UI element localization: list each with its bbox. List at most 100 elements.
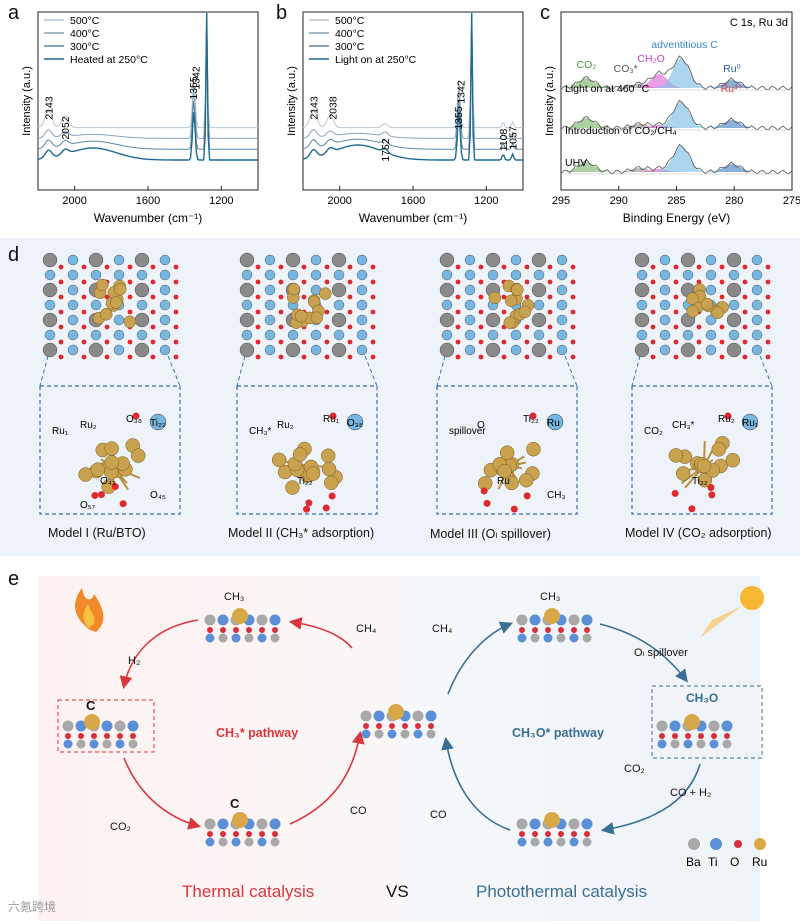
- ru-atom: [388, 704, 404, 720]
- o-atom: [719, 279, 725, 285]
- surface-atom: [361, 729, 371, 739]
- ru-atom: [711, 442, 727, 457]
- zoom-box: [436, 385, 578, 515]
- ti-atom: [487, 329, 499, 341]
- o-atom: [719, 324, 725, 330]
- component-peak: [630, 125, 688, 128]
- ru-atom: [700, 297, 714, 311]
- species-label: CO₃*: [614, 63, 638, 75]
- ru-atom: [518, 305, 532, 319]
- o-atom: [370, 339, 376, 345]
- legend-entry: 300°C: [335, 41, 365, 53]
- o-atom: [696, 324, 702, 330]
- o-atom: [127, 354, 133, 360]
- o-atom: [584, 831, 590, 837]
- surface-atom: [696, 739, 706, 749]
- o-atom: [510, 505, 518, 513]
- o-atom: [347, 339, 353, 345]
- component-peak: [703, 80, 761, 88]
- o-atom: [347, 354, 353, 360]
- ba-atom: [285, 252, 301, 268]
- ti-atom: [728, 269, 740, 281]
- photo-title: Photothermal catalysis: [476, 882, 648, 901]
- o-atom: [478, 294, 484, 300]
- o-atom: [255, 309, 261, 315]
- o-atom: [584, 627, 590, 633]
- spectrum-line: [37, 12, 258, 139]
- surface-atom: [244, 837, 254, 847]
- peak-label: 1342: [190, 66, 202, 90]
- o-atom: [570, 324, 576, 330]
- o-atom: [523, 492, 531, 500]
- ti-atom: [510, 269, 522, 281]
- cycle-arrow: [447, 621, 513, 695]
- ti-atom: [67, 269, 79, 281]
- o-atom: [501, 294, 507, 300]
- species-label: H₂: [128, 655, 140, 667]
- o-atom: [673, 324, 679, 330]
- surface-atom: [581, 614, 593, 626]
- surface-atom: [683, 739, 693, 749]
- ti-atom: [44, 299, 56, 311]
- o-atom: [81, 264, 87, 270]
- ti-atom: [310, 329, 322, 341]
- ti-atom: [159, 269, 171, 281]
- o-atom: [765, 339, 771, 345]
- o-atom: [150, 264, 156, 270]
- legend-entry: 500°C: [335, 15, 365, 27]
- surface-atom: [709, 739, 719, 749]
- atom-label: Ti₂₂: [150, 418, 166, 429]
- surface-atom: [569, 633, 579, 643]
- legend-entry: 400°C: [335, 28, 365, 40]
- atom-label: spillover: [449, 426, 486, 437]
- o-atom: [370, 294, 376, 300]
- surface-atom: [581, 818, 593, 830]
- legend-atom: [754, 838, 766, 850]
- o-atom: [671, 489, 679, 497]
- ru-atom: [99, 308, 113, 321]
- ti-atom: [464, 329, 476, 341]
- ti-atom: [264, 284, 276, 296]
- ti-atom: [510, 254, 522, 266]
- species-label: CO: [430, 809, 447, 821]
- o-atom: [659, 733, 665, 739]
- o-atom: [246, 831, 252, 837]
- ti-atom: [728, 299, 740, 311]
- surface-atom: [257, 633, 267, 643]
- ti-atom: [356, 284, 368, 296]
- ru-atom: [544, 608, 560, 624]
- o-atom: [173, 309, 179, 315]
- peak-label: 1752: [380, 138, 392, 162]
- ti-atom: [556, 269, 568, 281]
- peak-label: 1355: [188, 76, 200, 100]
- surface-atom: [670, 739, 680, 749]
- o-atom: [127, 294, 133, 300]
- ba-atom: [239, 252, 255, 268]
- atom-label: Ru: [497, 476, 510, 487]
- o-atom: [402, 723, 408, 729]
- ru-atom: [497, 463, 512, 479]
- component-peak: [557, 162, 616, 172]
- ti-atom: [705, 269, 717, 281]
- ti-atom: [159, 314, 171, 326]
- atom-label: O₄₅: [150, 490, 166, 501]
- atom-label: Ru₁: [742, 418, 759, 429]
- ba-atom: [134, 342, 150, 358]
- o-atom: [278, 309, 284, 315]
- o-atom: [765, 294, 771, 300]
- x-axis-label: Wavenumber (cm⁻¹): [359, 211, 468, 225]
- o-atom: [363, 723, 369, 729]
- o-atom: [255, 294, 261, 300]
- ti-atom: [751, 299, 763, 311]
- ru-atom: [232, 812, 248, 828]
- o-atom: [532, 627, 538, 633]
- o-atom: [58, 264, 64, 270]
- o-atom: [328, 492, 336, 500]
- ru-atom: [292, 447, 308, 462]
- ti-atom: [287, 269, 299, 281]
- o-atom: [347, 279, 353, 285]
- species-label: CH₃: [224, 591, 244, 603]
- atom-label: O: [477, 420, 485, 431]
- surface-atom: [204, 614, 216, 626]
- o-atom: [278, 339, 284, 345]
